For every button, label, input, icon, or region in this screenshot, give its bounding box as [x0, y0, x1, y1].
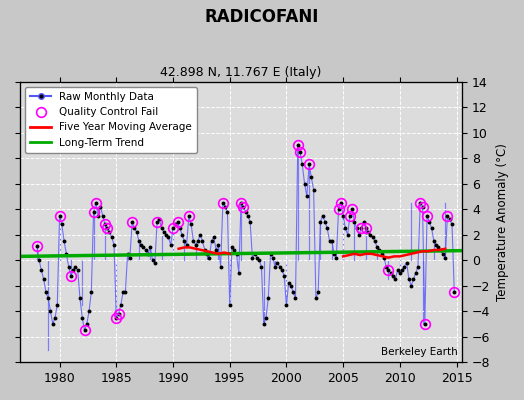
Text: RADICOFANI: RADICOFANI [205, 8, 319, 26]
Text: Berkeley Earth: Berkeley Earth [381, 347, 458, 357]
Legend: Raw Monthly Data, Quality Control Fail, Five Year Moving Average, Long-Term Tren: Raw Monthly Data, Quality Control Fail, … [25, 87, 198, 153]
Y-axis label: Temperature Anomaly (°C): Temperature Anomaly (°C) [496, 143, 509, 301]
Title: 42.898 N, 11.767 E (Italy): 42.898 N, 11.767 E (Italy) [160, 66, 322, 79]
